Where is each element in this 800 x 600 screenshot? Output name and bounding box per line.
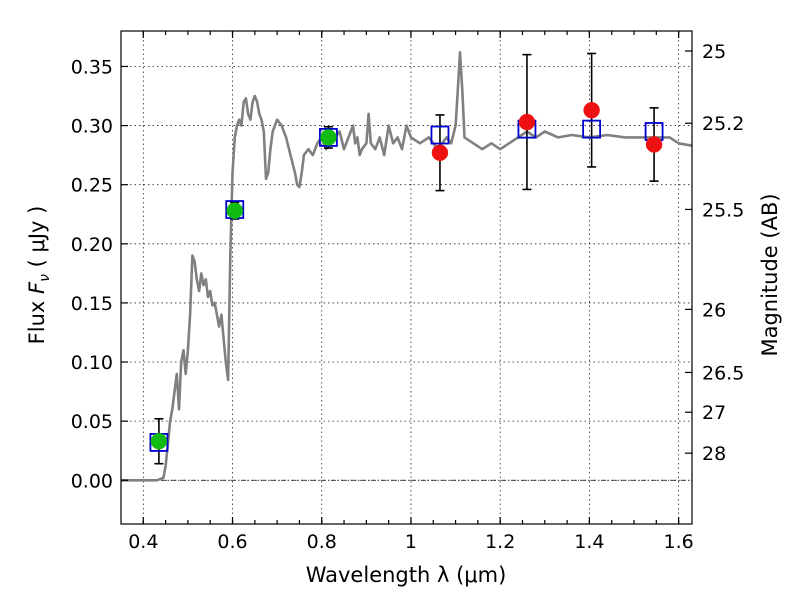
detection-point: [645, 136, 663, 153]
y-tick-label: 0.00: [71, 470, 113, 492]
model-square-marker: [430, 125, 450, 145]
detection-series: [150, 101, 663, 450]
x-tick-label: 0.4: [128, 531, 158, 553]
model-photometry-series: [149, 119, 664, 452]
x-tick-label: 0.6: [217, 531, 247, 553]
detection-point: [226, 202, 244, 219]
y2-tick-label: 26.5: [702, 362, 744, 384]
y-tick-label: 0.30: [71, 116, 113, 138]
y-tick-label: 0.20: [71, 234, 113, 256]
x-tick-labels: 0.4 0.6 0.8 1 1.2 1.4 1.6: [128, 531, 694, 553]
detection-point: [583, 101, 600, 119]
y-axis-title: Flux Fν ( μJy ): [25, 206, 53, 345]
detection-point: [320, 129, 337, 146]
plot-frame: [120, 30, 693, 525]
x-tick-label: 1.6: [664, 531, 694, 553]
spectrum-series: [121, 51, 693, 482]
y-axis-title-prefix: Flux: [25, 294, 49, 344]
y2-tick-label: 25.2: [702, 113, 744, 135]
x-tick-label: 0.8: [307, 531, 337, 553]
y2-tick-label: 25: [702, 41, 726, 63]
y-axis-title-subscript: ν: [37, 274, 53, 282]
x-tick-label: 1: [405, 531, 417, 553]
x-tick-label: 1.4: [574, 531, 604, 553]
y2-axis-title: Magnitude (AB): [758, 193, 782, 356]
y2-tick-labels: 25 25.2 25.5 26 26.5 27 28: [702, 41, 744, 465]
y-axis-title-symbol: F: [25, 281, 49, 294]
model-square-marker: [582, 119, 602, 139]
y2-tick-label: 26: [702, 299, 726, 321]
y2-tick-label: 28: [702, 443, 726, 465]
y-tick-label: 0.25: [71, 175, 113, 197]
y-tick-labels: 0.00 0.05 0.10 0.15 0.20 0.25 0.30 0.35: [71, 56, 113, 492]
x-tick-label: 1.2: [485, 531, 515, 553]
y-tick-label: 0.15: [71, 293, 113, 315]
y2-tick-label: 27: [702, 402, 726, 424]
model-square-marker: [319, 128, 338, 147]
grid: [121, 31, 692, 524]
detection-point: [518, 113, 536, 131]
detection-point: [431, 144, 449, 162]
x-axis-title: Wavelength λ (μm): [306, 563, 507, 587]
y2-tick-label: 25.5: [702, 199, 744, 221]
spectrum-line: [121, 51, 693, 482]
y-tick-label: 0.10: [71, 352, 113, 374]
axis-ticks: [121, 31, 692, 524]
y-tick-label: 0.05: [71, 411, 113, 433]
detection-point: [150, 432, 168, 450]
y-axis-title-suffix: ( μJy ): [25, 206, 49, 274]
y-tick-label: 0.35: [71, 56, 113, 78]
